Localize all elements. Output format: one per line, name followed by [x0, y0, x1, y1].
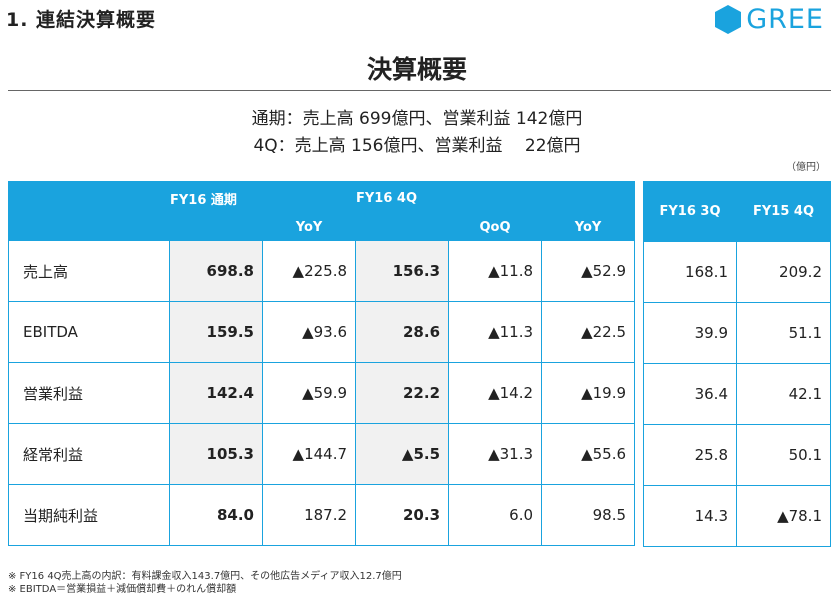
table-row: 14.3 ▲78.1	[643, 485, 831, 547]
cell-full-yoy: ▲225.8	[261, 240, 357, 302]
cell-fy15-4q: 209.2	[736, 241, 831, 303]
cell-fy16-3q: 14.3	[643, 485, 737, 547]
header-fy16-4q: FY16 4Q	[355, 181, 636, 215]
cell-q4-yoy: ▲52.9	[541, 240, 636, 302]
page-title: 決算概要	[366, 55, 467, 84]
cell-full-yoy: 187.2	[261, 484, 357, 546]
cell-fy16-3q: 36.4	[643, 363, 737, 425]
section-title: 1. 連結決算概要	[6, 9, 157, 31]
cell-fy16-full: 84.0	[169, 484, 263, 546]
cell-fy16-full: 142.4	[169, 362, 263, 424]
header-blank-cell	[355, 214, 450, 241]
cell-q4-yoy: ▲19.9	[541, 362, 636, 424]
cell-fy16-3q: 39.9	[643, 302, 737, 364]
table-row: 経常利益 105.3 ▲144.7 ▲5.5 ▲31.3 ▲55.6	[8, 423, 636, 485]
cell-fy16-full: 159.5	[169, 301, 263, 363]
table-row: 36.4 42.1	[643, 363, 831, 425]
cell-fy16-4q: 156.3	[355, 240, 450, 302]
header-blank-cell	[169, 214, 263, 241]
summary-q4: 4Q：売上高 156億円、営業利益 22億円	[253, 136, 581, 156]
header-fy16-full: FY16 通期	[168, 181, 357, 215]
title-divider	[8, 90, 831, 91]
cell-q4-qoq: ▲11.8	[448, 240, 543, 302]
table-row: EBITDA 159.5 ▲93.6 28.6 ▲11.3 ▲22.5	[8, 301, 636, 363]
header-full-yoy: YoY	[261, 214, 357, 241]
row-label: 売上高	[8, 240, 170, 302]
table-row: 売上高 698.8 ▲225.8 156.3 ▲11.8 ▲52.9	[8, 240, 636, 302]
gree-logo: GREE	[714, 4, 824, 35]
cell-fy15-4q: 51.1	[736, 302, 831, 364]
header-q4-yoy: YoY	[541, 214, 636, 241]
cell-q4-qoq: ▲11.3	[448, 301, 543, 363]
header-blank-cell	[8, 181, 170, 241]
table-row: 168.1 209.2	[643, 241, 831, 303]
cell-fy16-4q: 22.2	[355, 362, 450, 424]
header-fy15-4q: FY15 4Q	[736, 181, 831, 242]
footnotes: ※ FY16 4Q売上高の内訳：有料課金収入143.7億円、その他広告メディア収…	[8, 570, 402, 596]
logo-text: GREE	[746, 4, 824, 35]
footnote: ※ FY16 4Q売上高の内訳：有料課金収入143.7億円、その他広告メディア収…	[8, 571, 402, 582]
row-label: 当期純利益	[8, 484, 170, 546]
unit-label: （億円）	[786, 162, 826, 173]
cell-q4-yoy: ▲55.6	[541, 423, 636, 485]
cell-fy15-4q: ▲78.1	[736, 485, 831, 547]
row-label: EBITDA	[8, 301, 170, 363]
table-row: 当期純利益 84.0 187.2 20.3 6.0 98.5	[8, 484, 636, 546]
header-q4-qoq: QoQ	[448, 214, 543, 241]
cell-fy16-4q: 28.6	[355, 301, 450, 363]
cell-full-yoy: ▲144.7	[261, 423, 357, 485]
row-label: 営業利益	[8, 362, 170, 424]
cell-full-yoy: ▲59.9	[261, 362, 357, 424]
table-row: 39.9 51.1	[643, 302, 831, 364]
cell-q4-yoy: ▲22.5	[541, 301, 636, 363]
row-label: 経常利益	[8, 423, 170, 485]
cell-fy15-4q: 42.1	[736, 363, 831, 425]
financial-table-comparison: FY16 3Q FY15 4Q 168.1 209.2 39.9 51.1 36.4 42…	[643, 181, 831, 547]
header-fy16-3q: FY16 3Q	[643, 181, 737, 242]
cell-fy16-4q: 20.3	[355, 484, 450, 546]
summary-annual: 通期：売上高 699億円、営業利益 142億円	[251, 109, 583, 129]
table-row: 営業利益 142.4 ▲59.9 22.2 ▲14.2 ▲19.9	[8, 362, 636, 424]
cell-q4-qoq: 6.0	[448, 484, 543, 546]
financial-table-main: FY16 通期 FY16 4Q YoY QoQ YoY 売上高 698.8 ▲225…	[8, 181, 636, 546]
table-row: 25.8 50.1	[643, 424, 831, 486]
footnote: ※ EBITDA＝営業損益＋減価償却費＋のれん償却額	[8, 584, 237, 595]
hexagon-logo-icon	[715, 5, 742, 34]
cell-fy16-3q: 25.8	[643, 424, 737, 486]
cell-fy16-4q: ▲5.5	[355, 423, 450, 485]
cell-fy15-4q: 50.1	[736, 424, 831, 486]
cell-fy16-full: 698.8	[169, 240, 263, 302]
cell-fy16-3q: 168.1	[643, 241, 737, 303]
cell-full-yoy: ▲93.6	[261, 301, 357, 363]
cell-q4-qoq: ▲31.3	[448, 423, 543, 485]
cell-fy16-full: 105.3	[169, 423, 263, 485]
cell-q4-qoq: ▲14.2	[448, 362, 543, 424]
cell-q4-yoy: 98.5	[541, 484, 636, 546]
